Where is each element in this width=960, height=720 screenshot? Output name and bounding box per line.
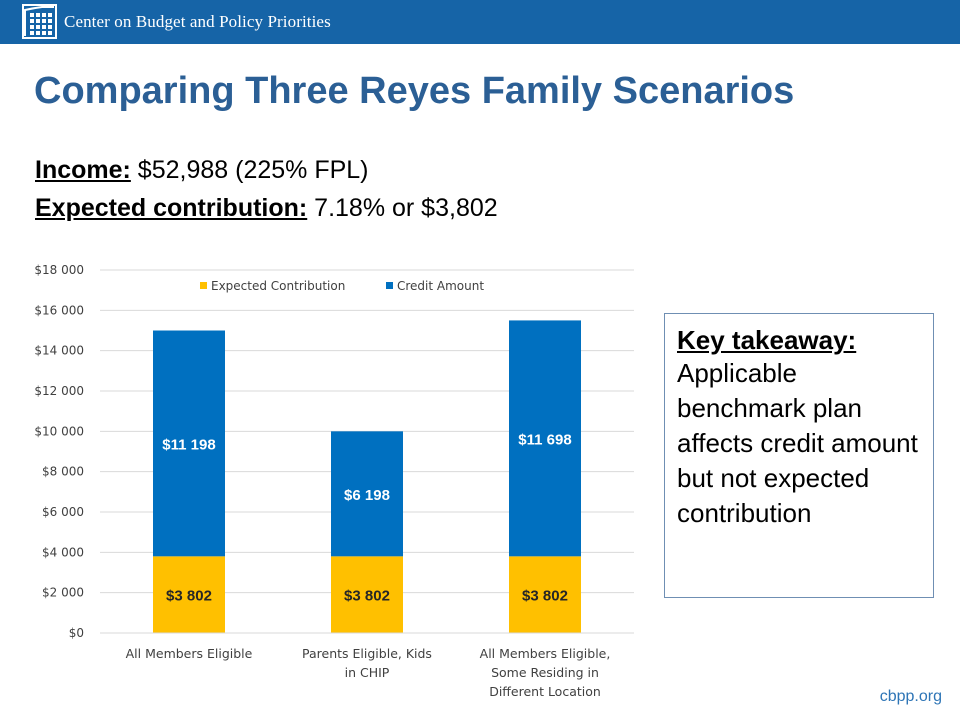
y-tick-label: $10 000 — [34, 424, 84, 438]
takeaway-heading: Key takeaway: — [677, 325, 857, 355]
bar-segment — [331, 431, 403, 557]
category-label-line: Some Residing in — [491, 665, 599, 680]
income-label: Income: — [35, 156, 131, 184]
legend-swatch — [386, 282, 393, 289]
data-label: $3 802 — [166, 588, 212, 605]
legend-swatch — [200, 282, 207, 289]
category-label-line: All Members Eligible — [126, 646, 253, 661]
y-tick-label: $14 000 — [34, 344, 84, 358]
y-tick-label: $12 000 — [34, 384, 84, 398]
income-line: Income: $52,988 (225% FPL) — [35, 156, 369, 185]
data-label: $11 698 — [518, 431, 571, 448]
footer-url: cbpp.org — [879, 688, 942, 705]
category-label: Parents Eligible, Kids in CHIP — [302, 646, 432, 680]
income-value: $52,988 (225% FPL) — [130, 156, 369, 184]
legend-label: Expected Contribution — [211, 279, 345, 293]
y-tick-label: $0 — [69, 626, 84, 640]
data-label: $11 198 — [162, 436, 215, 453]
cbpp-logo-icon — [22, 4, 57, 39]
contribution-line: Expected contribution: 7.18% or $3,802 — [35, 194, 498, 223]
bar-segment — [509, 556, 581, 633]
bar-segment — [153, 330, 225, 557]
y-tick-label: $18 000 — [34, 263, 84, 277]
y-tick-label: $4 000 — [42, 545, 84, 559]
bar-segment — [331, 556, 403, 633]
bar-segment — [509, 320, 581, 557]
data-label: $6 198 — [344, 487, 390, 504]
header-bar: Center on Budget and Policy Priorities — [0, 0, 960, 44]
data-label: $3 802 — [344, 588, 390, 605]
y-tick-label: $2 000 — [42, 586, 84, 600]
category-label: All Members Eligible, Some Residing in Dif… — [480, 646, 611, 699]
category-label-line: in CHIP — [345, 665, 390, 680]
org-name: Center on Budget and Policy Priorities — [64, 12, 331, 31]
y-tick-label: $8 000 — [42, 465, 84, 479]
takeaway-box: Key takeaway: Applicable benchmark plan … — [664, 313, 934, 598]
takeaway-text: Applicable benchmark plan affects credit… — [677, 358, 918, 528]
y-tick-label: $16 000 — [34, 303, 84, 317]
legend-label: Credit Amount — [397, 279, 484, 293]
contribution-value: 7.18% or $3,802 — [307, 194, 498, 222]
category-label-line: Different Location — [489, 684, 601, 699]
bar-segment — [153, 556, 225, 633]
y-tick-label: $6 000 — [42, 505, 84, 519]
data-label: $3 802 — [522, 588, 568, 605]
slide-title: Comparing Three Reyes Family Scenarios — [34, 70, 795, 112]
category-label-line: All Members Eligible, — [480, 646, 611, 661]
contribution-label: Expected contribution: — [35, 194, 308, 222]
category-label-line: Parents Eligible, Kids — [302, 646, 432, 661]
category-label: All Members Eligible — [126, 646, 253, 661]
